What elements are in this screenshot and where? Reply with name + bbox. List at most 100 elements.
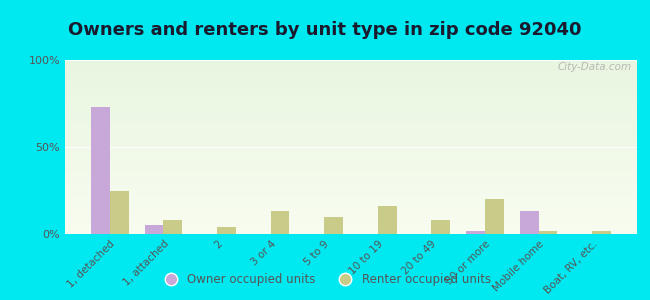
Bar [65,136,637,137]
Bar [65,70,637,71]
Bar [65,138,637,139]
Bar [65,119,637,120]
Bar [65,181,637,182]
Bar [65,180,637,181]
Bar [65,197,637,198]
Bar [466,230,485,234]
Bar [432,220,450,234]
Bar [65,141,637,142]
Bar [65,212,637,213]
Bar [65,123,637,124]
Bar [65,91,637,92]
Bar [65,74,637,75]
Bar [65,201,637,202]
Bar [65,150,637,151]
Bar [65,114,637,115]
Bar [65,217,637,218]
Bar [65,106,637,107]
Bar [65,107,637,108]
Bar [65,104,637,105]
Bar [65,200,637,201]
Bar [65,187,637,188]
Bar [65,103,637,104]
Bar [65,112,637,113]
Bar [65,111,637,112]
Bar [65,186,637,187]
Bar [91,107,110,234]
Bar [65,82,637,83]
Bar [65,165,637,166]
Bar [65,211,637,212]
Bar [65,222,637,223]
Bar [65,126,637,127]
Bar [65,135,637,136]
Bar [65,182,637,183]
Bar [485,199,504,234]
Bar [65,202,637,203]
Bar [65,101,637,102]
Bar [65,62,637,63]
Bar [65,231,637,232]
Bar [65,65,637,66]
Bar [65,206,637,207]
Bar [539,230,558,234]
Bar [65,166,637,167]
Bar [65,100,637,101]
Bar [65,76,637,77]
Bar [65,148,637,149]
Bar [65,80,637,81]
Bar [65,191,637,192]
Legend: Owner occupied units, Renter occupied units: Owner occupied units, Renter occupied un… [154,269,496,291]
Bar [65,77,637,78]
Bar [65,227,637,228]
Bar [65,203,637,204]
Bar [65,225,637,226]
Bar [65,140,637,141]
Bar [65,98,637,99]
Bar [65,219,637,220]
Bar [65,105,637,106]
Bar [65,157,637,158]
Bar [65,220,637,221]
Bar [65,125,637,126]
Bar [65,128,637,129]
Bar [378,206,396,234]
Bar [65,154,637,155]
Bar [65,93,637,94]
Bar [65,113,637,114]
Bar [65,69,637,70]
Bar [65,170,637,171]
Bar [65,81,637,82]
Bar [65,226,637,227]
Bar [65,207,637,208]
Bar [65,233,637,234]
Bar [65,86,637,87]
Bar [65,162,637,163]
Bar [65,118,637,119]
Bar [65,124,637,125]
Bar [65,213,637,214]
Bar [65,175,637,176]
Bar [65,189,637,190]
Bar [65,209,637,210]
Bar [65,61,637,62]
Bar [65,84,637,85]
Bar [65,134,637,135]
Bar [65,110,637,111]
Bar [65,208,637,209]
Bar [65,163,637,164]
Bar [65,99,637,100]
Bar [65,109,637,110]
Bar [65,129,637,130]
Bar [65,139,637,140]
Bar [65,173,637,174]
Bar [65,88,637,89]
Bar [65,204,637,205]
Bar [65,94,637,95]
Bar [65,228,637,229]
Bar [65,179,637,180]
Bar [65,72,637,73]
Bar [65,78,637,79]
Bar [65,90,637,91]
Bar [217,227,236,234]
